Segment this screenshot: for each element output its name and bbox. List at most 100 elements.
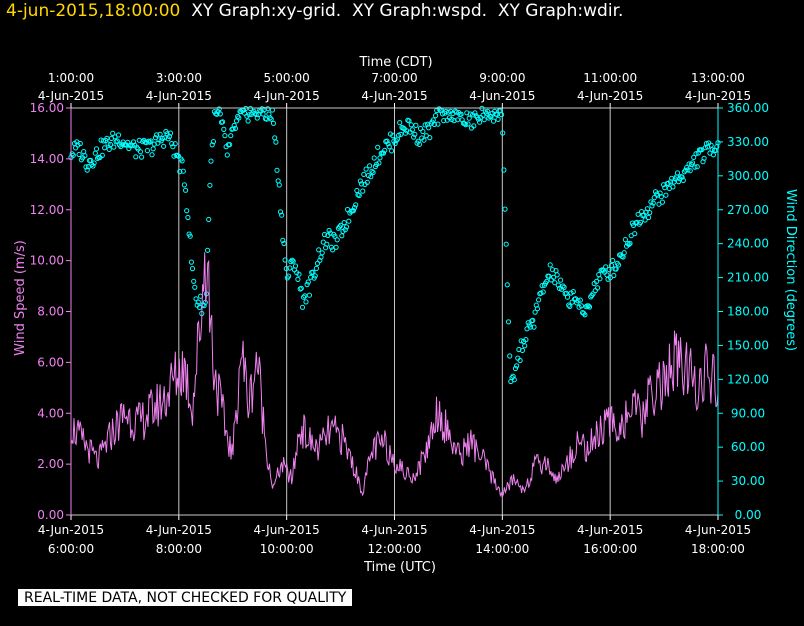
direction-dot — [544, 278, 550, 284]
direction-dot — [500, 130, 506, 136]
direction-dot — [585, 303, 592, 309]
direction-dot — [353, 202, 359, 208]
direction-dot — [507, 353, 513, 359]
direction-dot — [501, 167, 507, 173]
direction-dot — [433, 113, 439, 119]
direction-dot — [622, 237, 629, 243]
direction-dot — [100, 138, 107, 144]
qc-warning-banner: REAL-TIME DATA, NOT CHECKED FOR QUALITY — [18, 589, 353, 606]
bottom-tick-date: 4-Jun-2015 — [577, 523, 643, 537]
bottom-tick-date: 4-Jun-2015 — [146, 523, 212, 537]
direction-dot — [205, 247, 211, 253]
direction-dot — [91, 160, 97, 166]
direction-dot — [435, 121, 441, 127]
direction-dot — [206, 216, 212, 223]
direction-dot — [140, 139, 146, 145]
direction-dot — [369, 168, 375, 174]
direction-dot — [514, 363, 520, 369]
direction-dot — [356, 192, 362, 199]
direction-dot — [472, 110, 478, 116]
direction-dot — [593, 278, 600, 285]
bottom-tick-date: 4-Jun-2015 — [38, 523, 104, 537]
direction-dot — [222, 133, 228, 139]
direction-dot — [642, 217, 648, 223]
direction-dot — [523, 337, 529, 343]
direction-dot — [159, 136, 165, 142]
direction-dot — [627, 240, 633, 246]
direction-dot — [502, 206, 508, 212]
direction-dot — [144, 148, 150, 154]
direction-dot — [306, 292, 312, 298]
bottom-tick-time: 14:00:00 — [475, 542, 529, 556]
right-tick-label: 120.00 — [727, 372, 769, 386]
direction-dot — [361, 171, 367, 177]
grid-layer — [178, 108, 611, 515]
direction-dot — [637, 219, 644, 225]
direction-dot — [577, 297, 583, 303]
direction-dot — [90, 163, 96, 169]
direction-dot — [466, 115, 472, 121]
direction-dot — [298, 285, 304, 291]
direction-dot — [626, 241, 632, 247]
direction-dot — [358, 181, 365, 187]
direction-dot — [319, 250, 325, 256]
direction-dot — [114, 138, 120, 144]
direction-dot — [606, 267, 612, 273]
header-title-wdir: XY Graph:wdir. — [497, 1, 624, 21]
direction-dot — [669, 175, 675, 181]
bottom-axis-title: Time (UTC) — [363, 560, 436, 575]
direction-dot — [76, 151, 82, 158]
direction-dot — [364, 179, 370, 185]
direction-dot — [596, 272, 602, 278]
direction-dot — [317, 257, 323, 263]
direction-dot — [150, 146, 156, 152]
direction-series — [68, 105, 721, 385]
direction-dot — [209, 142, 215, 148]
direction-dot — [111, 144, 117, 150]
bottom-tick-date: 4-Jun-2015 — [469, 523, 535, 537]
bottom-tick-time: 6:00:00 — [48, 542, 94, 556]
direction-dot — [188, 259, 194, 265]
direction-dot — [663, 192, 669, 198]
direction-dot — [539, 283, 545, 289]
direction-dot — [566, 302, 572, 308]
header-title: 4-jun-2015,18:00:00 XY Graph:xy-grid. XY… — [6, 1, 623, 21]
direction-dot — [376, 160, 382, 166]
bottom-tick-time: 10:00:00 — [260, 542, 314, 556]
direction-dot — [245, 118, 251, 124]
direction-dot — [336, 224, 343, 230]
direction-dot — [172, 141, 178, 147]
direction-dot — [499, 112, 505, 118]
direction-dot — [289, 257, 295, 263]
direction-dot — [635, 211, 641, 217]
bottom-tick-time: 16:00:00 — [583, 542, 637, 556]
direction-dot — [350, 208, 356, 214]
direction-dot — [485, 108, 491, 114]
direction-dot — [305, 279, 311, 285]
right-tick-label: 240.00 — [727, 237, 769, 251]
direction-dot — [214, 111, 220, 117]
direction-dot — [184, 208, 190, 214]
direction-dot — [272, 135, 278, 141]
direction-dot — [333, 244, 339, 250]
direction-dot — [92, 150, 98, 156]
direction-dot — [224, 152, 230, 158]
direction-dot — [312, 273, 318, 279]
direction-dot — [346, 218, 352, 224]
right-tick-label: 210.00 — [727, 271, 769, 285]
direction-dot — [180, 168, 186, 174]
direction-dot — [232, 125, 238, 132]
direction-dot — [397, 120, 403, 126]
right-tick-label: 30.00 — [731, 474, 765, 488]
direction-dot — [650, 200, 656, 206]
direction-dot — [570, 289, 576, 295]
direction-dot — [375, 144, 381, 150]
right-tick-label: 270.00 — [727, 203, 769, 217]
direction-dot — [217, 111, 223, 117]
direction-dot — [674, 170, 681, 176]
direction-dot — [137, 149, 143, 155]
direction-dot — [517, 357, 523, 364]
direction-dot — [371, 155, 377, 161]
direction-dot — [189, 266, 196, 272]
left-tick-label: 14.00 — [30, 152, 64, 166]
